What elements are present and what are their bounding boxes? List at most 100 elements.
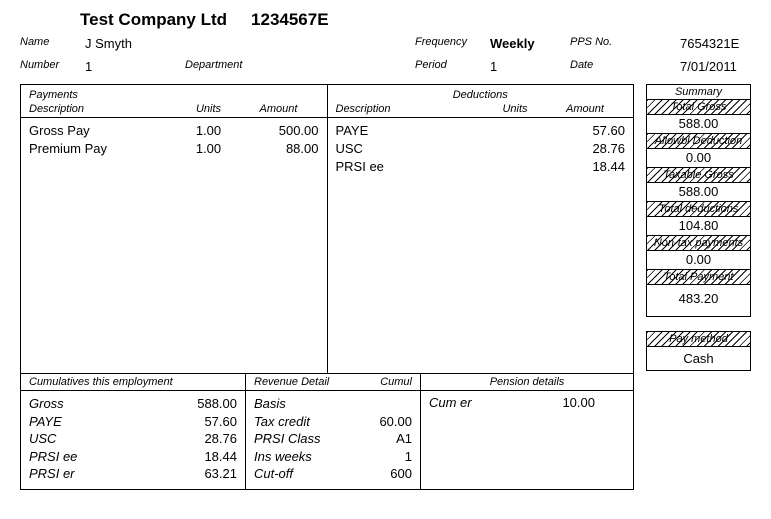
pps-value: 7654321E [680,36,751,51]
revenue-val: 60.00 [379,413,412,431]
summary-label: Taxable Gross [647,168,750,183]
revenue-row: Ins weeks 1 [254,448,412,466]
deduction-units [485,158,545,176]
cumulative-val: 63.21 [204,465,237,483]
revenue-cumul-label: Cumul [380,376,412,388]
deductions-header-units: Units [485,103,545,115]
cumulatives-title: Cumulatives this employment [21,376,245,391]
company-code: 1234567E [251,10,329,30]
deduction-desc: USC [336,140,486,158]
deductions-header-amount: Amount [545,103,625,115]
payment-desc: Premium Pay [29,140,179,158]
cumulative-row: PAYE 57.60 [29,413,237,431]
name-label: Name [20,36,85,51]
payment-units: 1.00 [179,140,239,158]
frequency-value: Weekly [490,36,570,51]
pension-title: Pension details [421,376,633,391]
deductions-section: Deductions Description Units Amount PAYE… [328,85,634,373]
bottom-details-box: Cumulatives this employment Gross588.00 … [20,374,634,490]
payment-desc: Gross Pay [29,122,179,140]
deduction-amount: 28.76 [545,140,625,158]
cumulative-key: PRSI er [29,465,75,483]
date-value: 7/01/2011 [680,59,751,74]
payment-amount: 500.00 [239,122,319,140]
payment-row: Premium Pay 1.00 88.00 [29,140,319,158]
revenue-key: Tax credit [254,413,310,431]
company-header: Test Company Ltd 1234567E [20,10,751,30]
payment-units: 1.00 [179,122,239,140]
revenue-val: A1 [396,430,412,448]
deduction-units [485,122,545,140]
summary-label: Total Gross [647,100,750,115]
summary-label: Total Payment [647,270,750,285]
pension-key: Cum er [429,395,472,410]
revenue-title: Revenue Detail [254,376,329,388]
payment-row: Gross Pay 1.00 500.00 [29,122,319,140]
period-value: 1 [490,59,570,74]
cumulative-val: 18.44 [204,448,237,466]
cumulative-key: USC [29,430,56,448]
number-label: Number [20,59,85,74]
revenue-key: Ins weeks [254,448,312,466]
cumulative-val: 57.60 [204,413,237,431]
revenue-row: Basis [254,395,412,413]
revenue-row: Tax credit 60.00 [254,413,412,431]
deductions-title: Deductions [336,89,626,101]
cumulative-row: PRSI er 63.21 [29,465,237,483]
revenue-key: Basis [254,395,286,413]
deduction-units [485,140,545,158]
summary-value: 483.20 [647,285,750,316]
revenue-key: PRSI Class [254,430,320,448]
pension-val: 10.00 [562,395,625,410]
number-value: 1 [85,59,185,74]
pension-section: Pension details Cum er 10.00 [421,374,633,489]
company-name: Test Company Ltd [80,10,227,30]
revenue-row: Cut-off600 [254,465,412,483]
name-value: J Smyth [85,36,185,51]
header-details: Name J Smyth Frequency Weekly PPS No. 76… [20,36,751,74]
summary-label: Total deductions [647,202,750,217]
summary-sidebar: Summary Total Gross 588.00 Allowbl Deduc… [646,84,751,490]
deductions-header-desc: Description [336,103,486,115]
cumulative-key: Gross [29,395,64,413]
pay-method-label: Pay method [647,332,750,347]
cumulative-key: PAYE [29,413,62,431]
summary-label: Allowbl Deduction [647,134,750,149]
date-label: Date [570,59,680,74]
cumulative-key: PRSI ee [29,448,77,466]
revenue-section: Revenue Detail Cumul Basis Tax credit 60.… [246,374,421,489]
deduction-row: PAYE 57.60 [336,122,626,140]
deduction-desc: PAYE [336,122,486,140]
summary-value: 588.00 [647,183,750,202]
deduction-amount: 57.60 [545,122,625,140]
summary-value: 588.00 [647,115,750,134]
deduction-row: USC 28.76 [336,140,626,158]
pay-method-value: Cash [647,347,750,370]
deduction-row: PRSI ee 18.44 [336,158,626,176]
summary-label: Non-tax payments [647,236,750,251]
revenue-row: PRSI Class A1 [254,430,412,448]
summary-title: Summary [647,85,750,100]
summary-value: 0.00 [647,149,750,168]
payments-deductions-box: Payments Description Units Amount Gross … [20,84,634,374]
cumulative-val: 588.00 [197,395,237,413]
revenue-val: 600 [390,465,412,483]
payments-header-desc: Description [29,103,179,115]
payments-section: Payments Description Units Amount Gross … [21,85,328,373]
pps-label: PPS No. [570,36,680,51]
payments-title: Payments [29,89,319,101]
cumulative-row: Gross 588.00 [29,395,237,413]
cumulatives-section: Cumulatives this employment Gross588.00 … [21,374,246,489]
payments-header-units: Units [179,103,239,115]
period-label: Period [415,59,490,74]
cumulative-val: 28.76 [204,430,237,448]
summary-value: 104.80 [647,217,750,236]
cumulative-row: USC 28.76 [29,430,237,448]
frequency-label: Frequency [415,36,490,51]
payment-amount: 88.00 [239,140,319,158]
department-label: Department [185,59,415,74]
summary-value: 0.00 [647,251,750,270]
revenue-val: 1 [405,448,412,466]
payments-header-amount: Amount [239,103,319,115]
pension-row: Cum er 10.00 [429,395,625,410]
